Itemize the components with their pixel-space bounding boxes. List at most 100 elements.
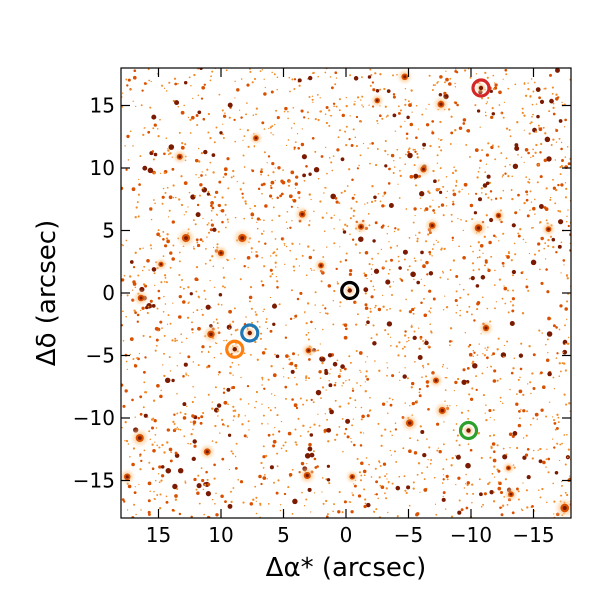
field-star [534,130,538,133]
field-star [325,499,328,503]
field-star [200,152,203,155]
field-star [197,326,201,331]
field-star [434,503,437,505]
field-star [321,477,324,479]
field-star [200,415,204,419]
field-star [248,295,253,300]
field-star [261,192,263,195]
field-star [357,494,362,498]
field-star [501,504,505,507]
field-star [410,102,412,104]
field-star [452,192,457,197]
field-star [186,316,190,319]
field-star [192,311,195,314]
field-star [433,179,437,184]
field-star [262,414,265,417]
field-star [489,416,491,419]
field-star [258,326,261,328]
field-star [433,476,436,479]
field-star [431,89,434,91]
field-star [494,158,497,161]
field-star [163,295,165,298]
field-star [499,377,502,380]
field-star [326,172,328,175]
field-star [142,370,146,374]
field-star [166,323,169,325]
field-star [532,90,535,93]
field-star [472,363,478,369]
field-star [360,99,362,101]
field-star [385,260,388,263]
field-star [538,127,543,132]
field-star [158,235,161,238]
field-star [251,81,254,84]
field-star [289,90,291,93]
field-star [532,113,534,116]
field-star [255,500,257,502]
field-star [221,196,224,199]
field-star [455,405,458,407]
field-star [298,84,301,87]
field-star [455,423,458,425]
field-star [534,198,536,201]
field-star [364,375,368,378]
field-star [143,449,146,452]
field-star [216,409,220,412]
field-star [311,95,314,97]
field-star [308,442,312,447]
field-star [390,293,394,297]
field-star [435,513,438,516]
field-star [168,81,171,84]
field-star [354,243,358,246]
field-star [325,146,327,149]
field-star [397,228,400,231]
field-star [233,118,236,122]
field-star [546,156,552,162]
field-star [282,444,285,447]
field-star [191,456,196,462]
field-star [285,221,288,223]
field-star [139,309,142,312]
field-star [325,106,329,109]
field-star [395,485,401,491]
field-star [360,474,363,477]
field-star [395,345,398,348]
field-star [327,353,333,358]
field-star [272,444,276,448]
field-star [269,329,273,333]
field-star [392,93,396,96]
field-star [389,430,392,433]
field-star [343,367,347,371]
field-star [491,442,496,446]
field-star [132,75,137,80]
field-star [253,204,257,208]
bright-star-core [350,475,354,479]
field-star [255,251,258,253]
field-star [362,142,365,145]
field-star [322,256,325,258]
field-star [298,265,301,267]
field-star [133,69,137,73]
field-star [209,279,211,282]
field-star [485,163,488,165]
field-star [567,162,571,166]
field-star [276,414,279,417]
field-star [405,208,408,210]
field-star [380,485,385,489]
field-star [310,511,312,513]
field-star [353,103,356,106]
field-star [523,201,526,205]
field-star [411,307,415,312]
field-star [122,339,125,342]
field-star [250,354,252,356]
field-star [188,76,191,79]
field-star [374,163,378,167]
field-star [419,491,421,493]
field-star [359,154,362,157]
field-star [455,439,458,442]
field-star [449,77,452,80]
field-star [407,336,410,339]
field-star [132,100,134,102]
source-black-core [347,288,352,293]
field-star [404,355,407,358]
